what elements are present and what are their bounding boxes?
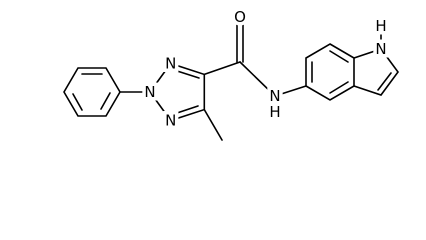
bonds [63,21,399,141]
atom-label: N [269,87,280,105]
pyrrole-ring [353,48,399,96]
double-bond [329,81,349,94]
atom-label: N [144,83,155,101]
triazole-ring [149,62,206,122]
double-bond [173,105,199,115]
atom-label: N [165,112,176,130]
bond [239,61,276,97]
double-bond [173,69,200,79]
indole-benzene-ring [305,43,355,101]
methyl-bond [203,108,223,141]
structure-diagram: O N N N N H N H [63,5,399,141]
bond [274,85,307,97]
atom-label: H [375,17,386,35]
atom-label: H [269,103,280,121]
double-bond [72,93,83,111]
double-bond [100,92,111,110]
double-bond [377,72,392,91]
double-bond [329,50,349,63]
atom-label: N [375,40,386,58]
atom-label: O [234,8,246,26]
bond [203,61,241,76]
atom-label: N [165,55,176,73]
atom-labels: O N N N N H N H [141,5,390,134]
phenyl-ring [63,67,121,117]
